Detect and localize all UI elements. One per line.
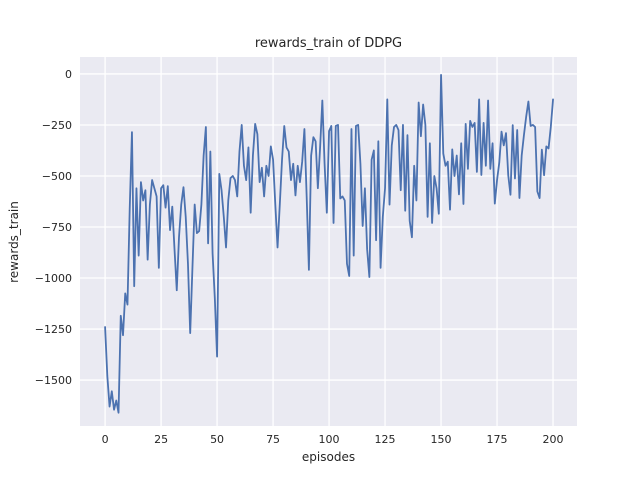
y-tick-label: −250 xyxy=(42,119,72,132)
x-tick-label: 75 xyxy=(266,433,280,446)
x-tick-label: 150 xyxy=(431,433,452,446)
x-tick-label: 100 xyxy=(319,433,340,446)
y-tick-label: −1250 xyxy=(35,323,72,336)
x-tick-label: 50 xyxy=(210,433,224,446)
y-tick-label: −1500 xyxy=(35,374,72,387)
line-series-rewards_train xyxy=(104,74,554,414)
y-tick-label: −1000 xyxy=(35,272,72,285)
y-tick-label: −750 xyxy=(42,221,72,234)
y-tick-label: 0 xyxy=(65,68,72,81)
x-tick-label: 125 xyxy=(375,433,396,446)
chart-title: rewards_train of DDPG xyxy=(254,36,403,51)
x-tick-label: 175 xyxy=(487,433,508,446)
x-axis-label: episodes xyxy=(301,450,356,464)
y-tick-label: −500 xyxy=(42,170,72,183)
x-tick-label: 200 xyxy=(543,433,564,446)
x-tick-label: 0 xyxy=(102,433,109,446)
x-tick-label: 25 xyxy=(154,433,168,446)
